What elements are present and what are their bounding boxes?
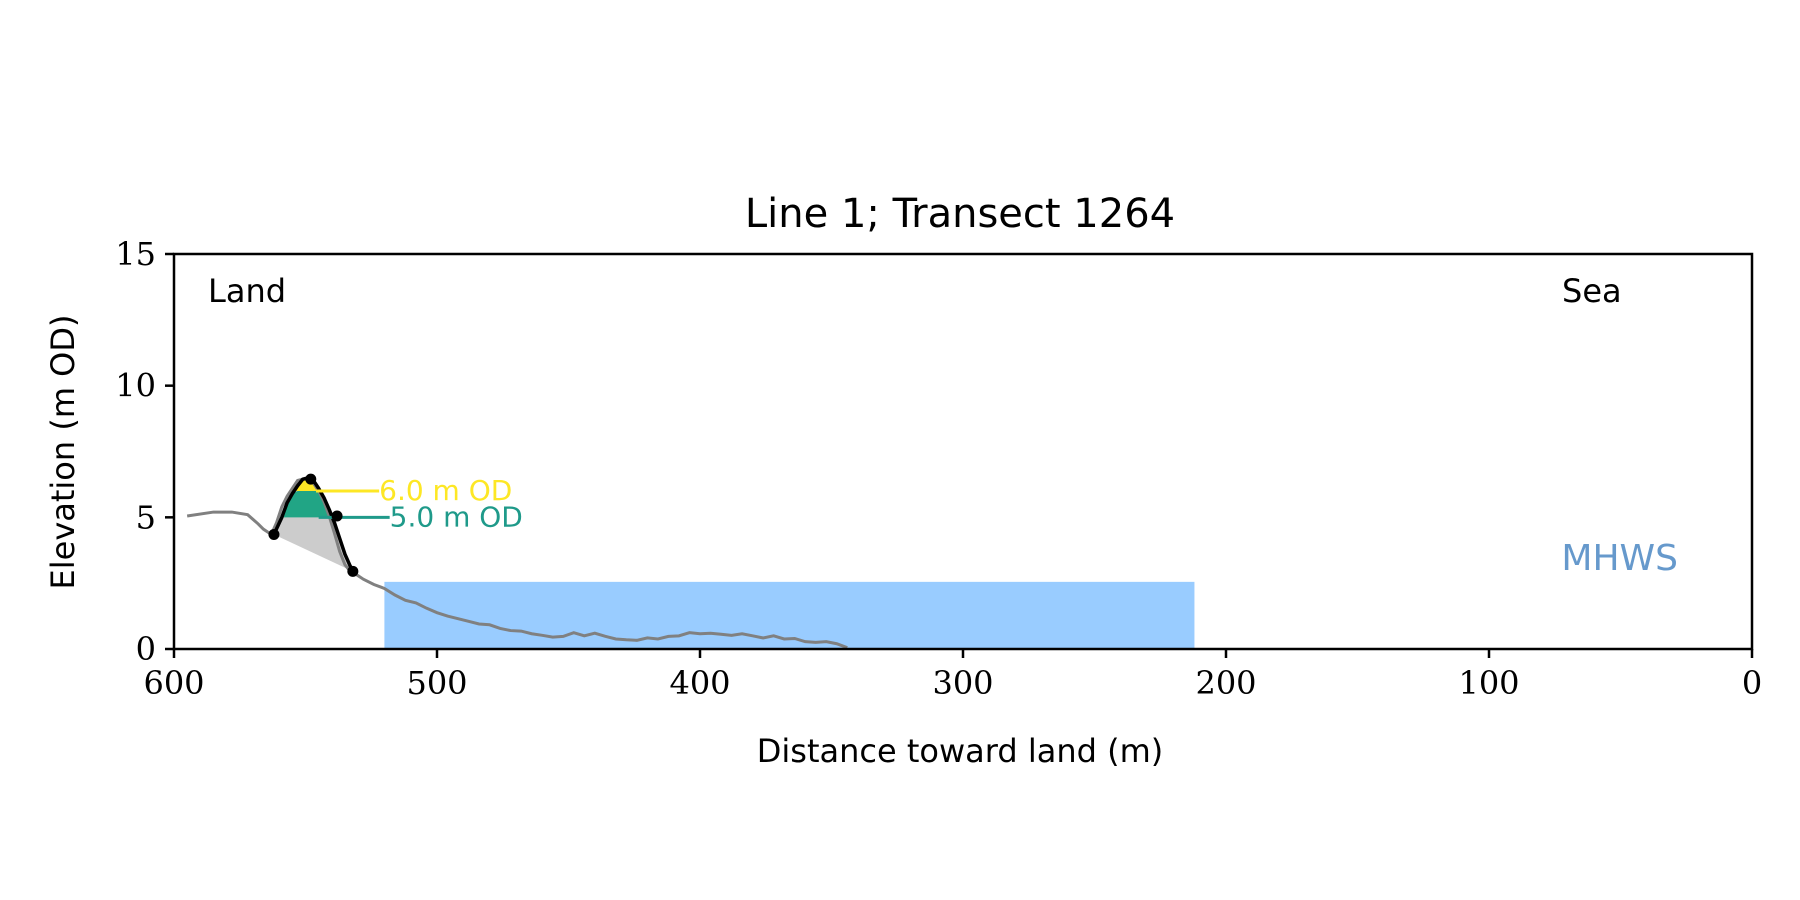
y-tick-label: 5 <box>136 498 156 536</box>
y-axis-label: Elevation (m OD) <box>44 315 82 590</box>
x-tick-label: 200 <box>1195 664 1256 702</box>
x-tick-label: 100 <box>1458 664 1519 702</box>
y-tick-label: 10 <box>115 367 156 405</box>
y-tick-label: 0 <box>136 630 156 668</box>
contour-label-5m: 5.0 m OD <box>390 500 523 533</box>
dune-marker-point <box>347 565 359 577</box>
dune-band-5-to-6m <box>281 491 333 518</box>
x-tick-label: 0 <box>1742 664 1762 702</box>
mhws-label: MHWS <box>1561 538 1678 579</box>
dune-marker-point <box>268 528 280 540</box>
x-tick-label: 600 <box>143 664 204 702</box>
plot-area: 6.0 m OD5.0 m OD MHWS 600 500 400 300 200 100 0 0… <box>115 235 1762 702</box>
dune-outline-line <box>272 476 355 573</box>
x-tick-label: 300 <box>932 664 993 702</box>
land-label: Land <box>208 272 286 310</box>
y-tick-label: 15 <box>115 235 156 273</box>
contour-label-6m: 6.0 m OD <box>379 474 512 507</box>
dune-marker-point <box>331 510 343 522</box>
x-tick-label: 500 <box>406 664 467 702</box>
x-axis-label: Distance toward land (m) <box>757 732 1163 770</box>
dune-marker-point <box>305 473 317 485</box>
x-tick-label: 400 <box>669 664 730 702</box>
plot-data-layer <box>186 473 1195 649</box>
chart-title: Line 1; Transect 1264 <box>745 191 1175 237</box>
sea-label: Sea <box>1562 272 1622 310</box>
